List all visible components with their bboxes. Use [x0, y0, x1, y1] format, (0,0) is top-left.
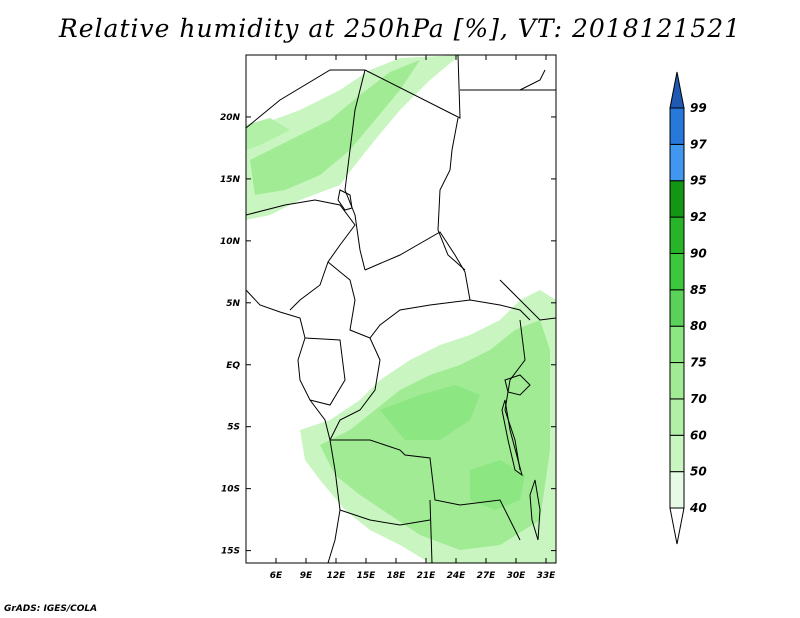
map-title: Relative humidity at 250hPa [%], VT: 201… [58, 14, 742, 43]
lake-malawi [529, 479, 541, 541]
lon-tick-label: 6E [270, 571, 283, 581]
latitude-axis: 20N 15N 10N 5N EQ 5S 10S 15S [220, 113, 556, 557]
colorbar-segment-10 [669, 107, 685, 145]
humidity-shading [246, 55, 556, 563]
border-nigeria [246, 199, 356, 311]
lon-tick-label: 12E [327, 571, 347, 581]
border-niger-north [246, 69, 365, 129]
border-drc-east [504, 319, 526, 471]
colorbar-segment-8 [669, 180, 685, 218]
border-libya-chad [364, 55, 461, 119]
lat-tick-label: 5N [226, 299, 240, 309]
coast-east-sudan [499, 69, 556, 321]
credit-text: GrADS: IGES/COLA [4, 604, 98, 614]
colorbar-label: 90 [690, 246, 707, 260]
lon-tick-label: 21E [417, 571, 437, 581]
border-drc-west [329, 337, 381, 441]
colorbar-segment-7 [669, 216, 685, 254]
lat-tick-label: 5S [227, 423, 240, 433]
border-namibia [339, 509, 431, 526]
lon-tick-label: 30E [507, 571, 527, 581]
colorbar-segment-5 [669, 289, 685, 327]
lake-chad [337, 189, 353, 211]
lat-tick-label: 20N [220, 113, 241, 123]
humidity-patch-congo [380, 385, 480, 440]
colorbar-top-triangle [669, 71, 685, 109]
colorbar-segment-4 [669, 325, 685, 364]
border-zambia [429, 499, 433, 563]
colorbar-label: 40 [689, 501, 707, 515]
border-chad-sudan [437, 117, 466, 271]
lat-tick-label: 15N [220, 175, 241, 185]
lat-tick-label: 10N [220, 237, 241, 247]
map-frame [245, 54, 557, 564]
colorbar-label: 92 [690, 210, 707, 224]
colorbar-label: 99 [690, 101, 707, 115]
longitude-axis: 6E 9E 12E 15E 18E 21E 24E 27E 30E 33E [270, 55, 556, 581]
humidity-patch-south [470, 460, 525, 510]
colorbar-label: 50 [690, 465, 707, 479]
lat-tick-label: 15S [221, 547, 240, 557]
coast-west-africa [246, 289, 341, 563]
colorbar-segment-0 [669, 471, 685, 509]
colorbar-segment-1 [669, 434, 685, 473]
border-cameroon [327, 261, 531, 339]
colorbar-label: 75 [690, 356, 707, 370]
lon-tick-label: 9E [300, 571, 313, 581]
colorbar-label: 95 [690, 174, 707, 188]
lon-tick-label: 27E [477, 571, 497, 581]
border-gabon-congo [304, 337, 346, 406]
colorbar-label: 80 [690, 319, 707, 333]
border-angola [330, 439, 521, 541]
colorbar-bottom-triangle [669, 507, 685, 545]
border-niger-chad [344, 69, 366, 271]
lon-tick-label: 18E [387, 571, 407, 581]
lake-tanganyika [501, 399, 523, 477]
colorbar-label: 85 [690, 283, 707, 297]
lon-tick-label: 33E [537, 571, 557, 581]
borders [246, 55, 556, 563]
lat-tick-label: EQ [226, 361, 240, 371]
colorbar-segment-2 [669, 398, 685, 436]
humidity-band-north-core [250, 60, 420, 195]
colorbar-label: 60 [690, 428, 707, 442]
humidity-patch-nw [246, 118, 290, 150]
colorbar-segment-3 [669, 362, 685, 400]
colorbar: 40 50 60 70 75 80 85 90 92 95 97 99 [669, 71, 707, 545]
border-car-north [364, 231, 471, 301]
colorbar-label: 97 [690, 137, 707, 151]
lon-tick-label: 15E [357, 571, 377, 581]
lake-victoria [504, 374, 531, 396]
colorbar-segment-6 [669, 252, 685, 291]
lon-tick-label: 24E [447, 571, 467, 581]
colorbar-segment-9 [669, 143, 685, 182]
colorbar-label: 70 [690, 392, 707, 406]
lat-tick-label: 10S [221, 485, 240, 495]
